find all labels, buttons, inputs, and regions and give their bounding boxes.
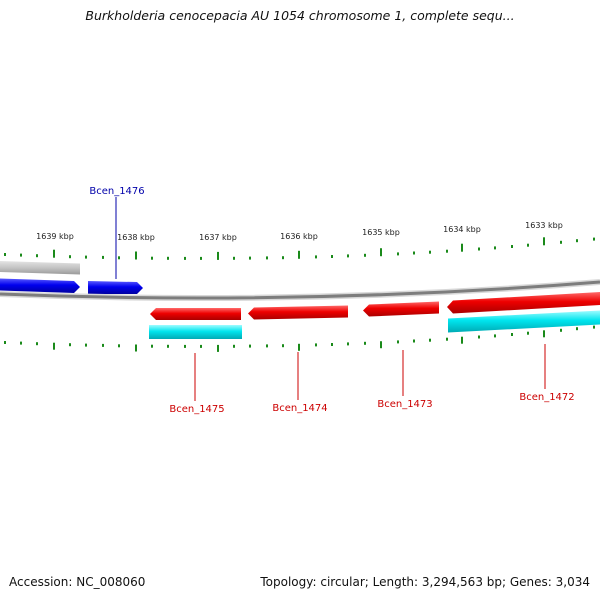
pseudo-gene-band[interactable] (0, 261, 80, 275)
lower-scale-ticks (4, 325, 595, 352)
kbp-label-1637: 1637 kbp (199, 233, 237, 242)
gene-arrow-bcen-1475[interactable] (150, 308, 241, 320)
gene-arrow-bcen-1474[interactable] (248, 305, 348, 320)
kbp-label-1635: 1635 kbp (362, 228, 400, 237)
gene-label-bcen-1473[interactable]: Bcen_1473 (377, 399, 432, 410)
gene-arrow-bcen-1476[interactable] (88, 281, 143, 294)
cds-band-bcen-1475[interactable] (149, 325, 242, 339)
genome-summary-text: Topology: circular; Length: 3,294,563 bp… (260, 575, 590, 589)
accession-text: Accession: NC_008060 (9, 575, 146, 589)
gene-label-bcen-1475[interactable]: Bcen_1475 (169, 404, 224, 415)
gene-arrow-forward-left[interactable] (0, 278, 80, 294)
cds-band-bcen-1472[interactable] (448, 310, 600, 333)
kbp-label-1639: 1639 kbp (36, 232, 74, 241)
gene-arrow-bcen-1472[interactable] (447, 292, 600, 314)
map-title: Burkholderia cenocepacia AU 1054 chromos… (85, 8, 515, 23)
gene-label-bcen-1472[interactable]: Bcen_1472 (519, 392, 574, 403)
kbp-label-1636: 1636 kbp (280, 232, 318, 241)
gene-label-bcen-1476[interactable]: Bcen_1476 (89, 186, 144, 197)
kbp-label-1633: 1633 kbp (525, 221, 563, 230)
gene-label-bcen-1474[interactable]: Bcen_1474 (272, 403, 327, 414)
chromosome-backbone (0, 280, 600, 300)
kbp-label-1638: 1638 kbp (117, 233, 155, 242)
kbp-scale-labels: 1639 kbp 1638 kbp 1637 kbp 1636 kbp 1635… (36, 221, 563, 242)
kbp-label-1634: 1634 kbp (443, 225, 481, 234)
upper-scale-ticks (4, 237, 595, 260)
gene-arrow-bcen-1473[interactable] (363, 301, 439, 317)
